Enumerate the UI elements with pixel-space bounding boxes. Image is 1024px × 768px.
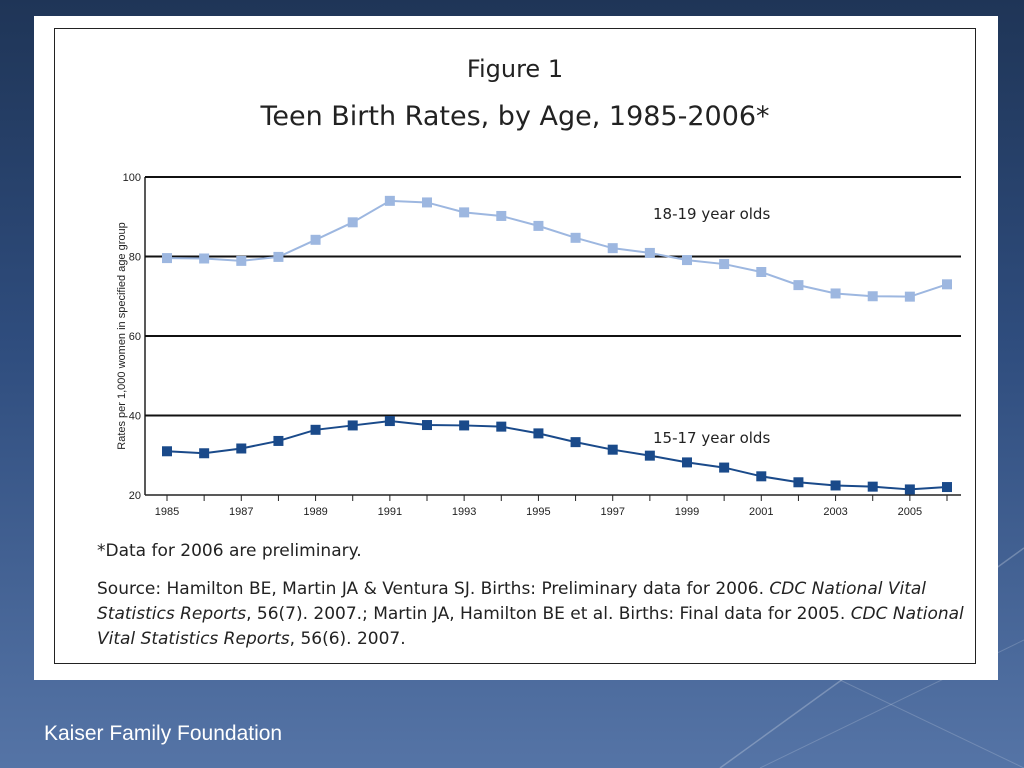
data-point <box>347 217 358 228</box>
data-point <box>496 421 507 432</box>
figure-label: Figure 1 <box>466 55 564 83</box>
data-point <box>273 435 284 446</box>
data-point <box>904 484 915 495</box>
data-point <box>162 446 172 457</box>
data-point <box>644 450 655 461</box>
series-line <box>166 199 948 298</box>
data-point <box>347 420 358 431</box>
series-label: 15-17 year olds <box>653 429 770 447</box>
x-tick-label: 1989 <box>303 506 327 518</box>
data-point <box>199 448 210 459</box>
data-point <box>236 443 247 454</box>
data-point <box>942 279 952 290</box>
x-tick-label: 2001 <box>749 506 773 518</box>
x-tick-label: 1985 <box>155 506 179 518</box>
data-point <box>793 477 804 488</box>
data-point <box>756 267 767 278</box>
figure-title: Teen Birth Rates, by Age, 1985-2006* <box>260 101 770 132</box>
x-tick-label: 1991 <box>378 506 402 518</box>
source-text-3: , 56(6). 2007. <box>289 629 406 649</box>
x-tick-label: 2005 <box>898 506 922 518</box>
x-tick-label: 1999 <box>675 506 699 518</box>
data-point <box>496 210 507 221</box>
data-point <box>682 255 692 266</box>
y-tick-label: 60 <box>129 331 141 343</box>
data-point <box>719 259 730 270</box>
x-tick-label: 1987 <box>229 506 253 518</box>
data-point <box>607 243 618 254</box>
data-point <box>682 457 692 468</box>
y-tick-label: 100 <box>123 172 141 184</box>
source-citation: Source: Hamilton BE, Martin JA & Ventura… <box>97 577 977 652</box>
footnote: *Data for 2006 are preliminary. <box>97 541 362 561</box>
data-point <box>607 444 618 455</box>
data-point <box>310 234 321 245</box>
y-tick-label: 40 <box>129 411 141 423</box>
data-point <box>830 288 841 299</box>
data-point <box>867 481 878 492</box>
y-tick-label: 20 <box>129 490 141 502</box>
data-point <box>384 195 395 206</box>
x-tick-label: 1997 <box>600 506 624 518</box>
data-point <box>644 247 655 258</box>
x-tick-label: 1995 <box>526 506 550 518</box>
data-point <box>162 253 172 264</box>
data-point <box>422 420 432 431</box>
source-text-1: Source: Hamilton BE, Martin JA & Ventura… <box>97 579 770 599</box>
x-tick-label: 1993 <box>452 506 476 518</box>
data-point <box>570 232 581 243</box>
data-point <box>384 416 395 427</box>
data-point <box>904 291 915 302</box>
data-point <box>459 420 470 431</box>
x-tick-label: 2003 <box>823 506 847 518</box>
series-label: 18-19 year olds <box>653 205 770 223</box>
data-point <box>459 207 470 218</box>
data-point <box>719 462 730 473</box>
data-point <box>533 428 544 439</box>
series-line <box>166 420 948 491</box>
data-point <box>273 251 284 262</box>
data-point <box>422 197 432 208</box>
source-journal-2: CDC National Vital Statistics Reports <box>97 604 964 649</box>
slide-content-card: Figure 1 Teen Birth Rates, by Age, 1985-… <box>34 16 998 680</box>
data-point <box>942 482 952 493</box>
footer-credit: Kaiser Family Foundation <box>44 722 283 745</box>
figure-frame: Figure 1 Teen Birth Rates, by Age, 1985-… <box>54 28 976 664</box>
data-point <box>236 255 247 266</box>
y-axis-label: Rates per 1,000 women in specified age g… <box>116 222 128 449</box>
source-journal-1: CDC National Vital Statistics Reports <box>97 579 927 624</box>
data-point <box>793 280 804 291</box>
data-point <box>756 471 767 482</box>
data-point <box>830 480 841 491</box>
data-point <box>867 291 878 302</box>
y-tick-label: 80 <box>129 252 141 264</box>
source-text-2: , 56(7). 2007.; Martin JA, Hamilton BE e… <box>246 604 851 624</box>
data-point <box>570 437 581 448</box>
data-point <box>310 424 321 435</box>
teen-birth-rate-chart: 20 40 60 80 100 1985 1987 1989 1991 1993 1995 1997 1… <box>116 172 961 518</box>
data-point <box>533 220 544 231</box>
data-point <box>199 253 210 264</box>
